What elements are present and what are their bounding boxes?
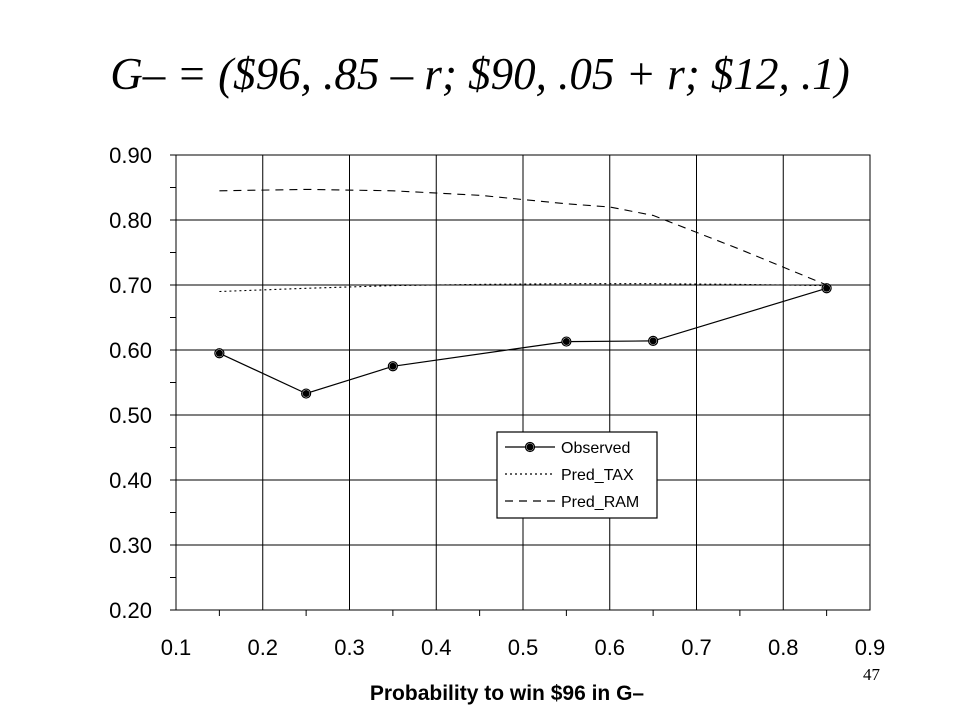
x-tick-label: 0.2 — [247, 635, 278, 660]
data-point — [562, 338, 570, 346]
legend-label: Observed — [561, 440, 630, 457]
axis-layer: 0.20 0.30 0.40 0.50 0.60 0.70 0.80 0.90 0.1 0.2 0.… — [109, 143, 885, 660]
x-tick-label: 0.5 — [508, 635, 539, 660]
legend-label: Pred_TAX — [561, 467, 634, 484]
x-tick-label: 0.1 — [161, 635, 192, 660]
y-tick-label: 0.30 — [109, 533, 152, 558]
legend-label: Pred_RAM — [561, 494, 639, 511]
data-point — [649, 337, 657, 345]
slide-title: G– = ($96, .85 – r; $90, .05 + r; $12, .… — [110, 49, 850, 99]
legend-marker — [526, 443, 534, 451]
y-tick-label: 0.50 — [109, 403, 152, 428]
y-tick-label: 0.20 — [109, 598, 152, 623]
plot-frame — [175, 154, 871, 611]
series-line-pred-tax — [219, 283, 827, 293]
legend: Observed Pred_TAX Pred_RAM — [496, 431, 658, 519]
x-tick-label: 0.3 — [334, 635, 365, 660]
y-tick-label: 0.90 — [109, 143, 152, 168]
data-point — [823, 284, 831, 292]
data-point — [302, 390, 310, 398]
x-tick-label: 0.4 — [421, 635, 452, 660]
x-tick-label: 0.6 — [594, 635, 625, 660]
data-point — [389, 362, 397, 370]
page-number: 47 — [863, 665, 880, 684]
y-tick-label: 0.80 — [109, 208, 152, 233]
x-tick-label: 0.9 — [855, 635, 886, 660]
x-tick-label: 0.7 — [681, 635, 712, 660]
series-line-observed — [219, 287, 827, 395]
data-point — [215, 349, 223, 357]
series-layer — [214, 188, 832, 399]
y-tick-label: 0.40 — [109, 468, 152, 493]
legend-box — [496, 431, 658, 519]
x-axis-title: Probability to win $96 in G– — [370, 682, 645, 705]
series-line-pred-ram — [219, 188, 827, 286]
x-tick-label: 0.8 — [768, 635, 799, 660]
y-tick-label: 0.70 — [109, 273, 152, 298]
grid-layer — [175, 154, 871, 611]
y-tick-label: 0.60 — [109, 338, 152, 363]
